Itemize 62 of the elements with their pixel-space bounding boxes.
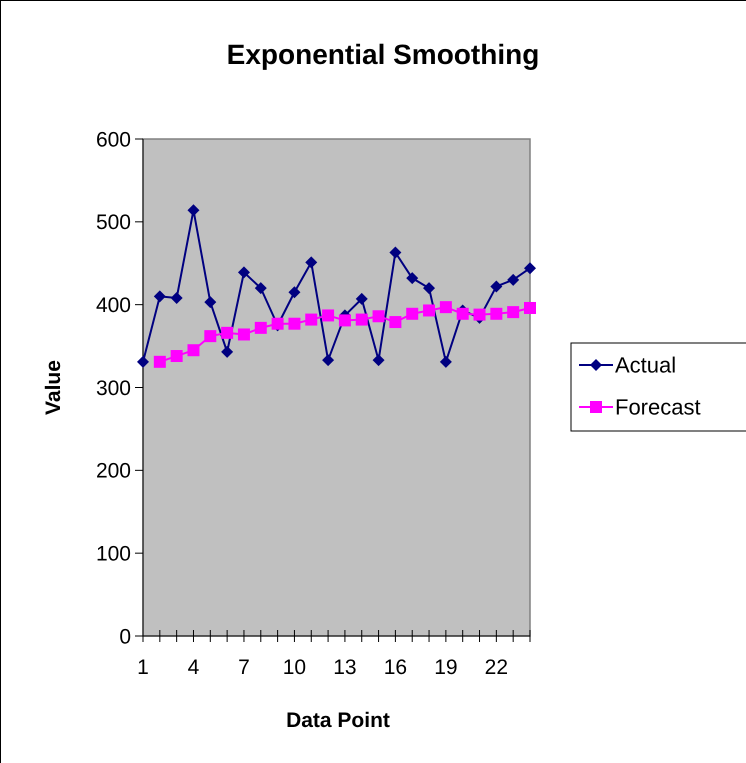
point — [440, 356, 452, 368]
point — [187, 344, 200, 356]
x-tick-label: 19 — [434, 656, 458, 679]
point — [305, 314, 318, 326]
point — [389, 246, 402, 258]
point — [372, 354, 385, 366]
y-tick-label: 500 — [96, 211, 131, 234]
point — [507, 306, 520, 318]
chart-title: Exponential Smoothing — [226, 39, 540, 70]
x-tick-label: 10 — [282, 656, 306, 679]
point — [338, 314, 351, 326]
point — [170, 350, 183, 362]
point — [221, 326, 234, 339]
x-tick-label: 4 — [188, 656, 200, 679]
point — [490, 308, 502, 320]
x-tick-label: 22 — [484, 656, 508, 679]
point — [238, 266, 250, 278]
point — [288, 318, 300, 330]
y-tick-label: 400 — [96, 294, 131, 318]
point — [322, 354, 334, 366]
x-tick-label: 13 — [333, 656, 357, 679]
point — [389, 316, 402, 328]
point — [474, 308, 486, 321]
point — [154, 290, 166, 302]
point — [204, 296, 216, 308]
point — [356, 292, 368, 305]
point — [406, 308, 418, 320]
point — [490, 280, 502, 292]
y-tick-label: 600 — [96, 128, 131, 152]
point — [288, 286, 300, 298]
point — [254, 322, 267, 334]
point — [440, 301, 452, 314]
point — [221, 346, 234, 358]
point — [238, 328, 250, 340]
point — [187, 204, 200, 216]
point — [305, 256, 318, 268]
point — [507, 274, 520, 286]
point — [406, 272, 418, 284]
point — [456, 308, 469, 320]
point — [524, 302, 536, 314]
y-tick-label: 100 — [96, 542, 131, 566]
legend-label: Actual — [615, 352, 676, 378]
x-tick-label: 1 — [137, 656, 149, 679]
y-tick-label: 200 — [96, 460, 131, 483]
point — [372, 310, 385, 322]
y-axis-title: Value — [42, 360, 65, 415]
point — [524, 262, 536, 274]
point — [204, 330, 216, 342]
point — [170, 292, 183, 304]
x-axis-title: Data Point — [286, 709, 390, 732]
point — [254, 282, 267, 294]
point — [322, 309, 334, 322]
x-tick-label: 16 — [384, 656, 408, 679]
point — [356, 314, 368, 326]
point — [423, 282, 436, 294]
y-tick-label: 0 — [119, 625, 131, 648]
x-tick-label: 7 — [238, 656, 250, 679]
point — [423, 304, 436, 316]
legend-label: Forecast — [615, 394, 701, 420]
point — [137, 356, 149, 368]
point — [154, 356, 166, 368]
y-tick-label: 300 — [96, 376, 131, 400]
